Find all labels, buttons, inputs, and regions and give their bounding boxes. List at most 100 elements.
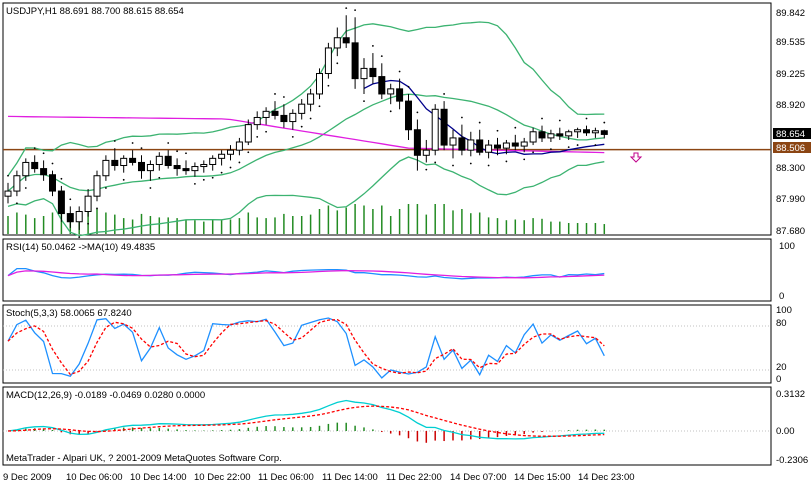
- candle: [556, 127, 564, 140]
- sar-dot: [158, 176, 161, 179]
- candle-body: [40, 168, 48, 176]
- sar-dot: [16, 202, 18, 205]
- candle-body: [565, 131, 573, 137]
- horizontal-line[interactable]: [3, 148, 771, 432]
- candle-body: [4, 190, 12, 197]
- candle-body: [244, 124, 252, 143]
- parabolic-sar: [7, 7, 606, 238]
- time-tick: 14 Dec 23:00: [578, 472, 635, 483]
- sar-dot: [167, 142, 170, 144]
- sar-dot: [434, 161, 437, 164]
- candle: [494, 137, 501, 156]
- sar-dot: [363, 100, 365, 103]
- sar-dot: [407, 85, 410, 88]
- sar-dot: [33, 147, 36, 150]
- price-tick: 87.680: [776, 226, 805, 237]
- sar-dot: [291, 135, 294, 138]
- candle-body: [57, 190, 65, 215]
- sar-dot: [176, 150, 179, 153]
- price-tick: 89.225: [776, 69, 805, 80]
- candle-body: [227, 149, 234, 155]
- candle: [280, 104, 288, 128]
- candle-body: [556, 133, 564, 137]
- candle: [440, 101, 448, 151]
- sar-dot: [194, 183, 196, 185]
- stoch-panel-title: Stoch(5,3,3) 58.0065 67.8240: [6, 308, 132, 319]
- sar-dot: [594, 144, 597, 146]
- price-tick: 88.920: [776, 100, 805, 111]
- candle-body: [235, 141, 243, 151]
- candle-body: [502, 142, 510, 149]
- candle: [431, 104, 439, 156]
- sar-dot: [87, 222, 89, 225]
- candle: [396, 78, 404, 110]
- time-tick: 10 Dec 14:00: [130, 472, 187, 483]
- time-tick: 10 Dec 22:00: [194, 472, 251, 483]
- candle-body: [22, 161, 30, 177]
- candle: [182, 160, 190, 175]
- candle-body: [84, 195, 92, 213]
- time-tick: 10 Dec 06:00: [66, 472, 123, 483]
- rsi-tick: 100: [779, 241, 795, 252]
- macd-panel-title: MACD(12,26,9) -0.0189 -0.0469 0.0280 0.0…: [6, 390, 205, 401]
- sar-dot: [461, 116, 463, 119]
- candle: [244, 119, 252, 146]
- candle-body: [289, 112, 297, 123]
- bollinger-bands: [7, 21, 605, 237]
- rsi-panel[interactable]: [2, 238, 772, 302]
- candle: [262, 107, 270, 125]
- bollinger-middle: [7, 93, 605, 192]
- candle-body: [316, 73, 323, 95]
- sar-dot: [318, 105, 321, 108]
- candle: [164, 150, 172, 169]
- sar-dot: [7, 174, 9, 177]
- up-arrow-icon[interactable]: [629, 152, 643, 163]
- candle-body: [333, 37, 341, 49]
- sar-dot: [238, 161, 241, 164]
- sar-dot: [523, 158, 526, 161]
- candle: [200, 160, 208, 173]
- candle: [485, 139, 493, 159]
- candle-body: [271, 110, 279, 116]
- hline-price-badge: [773, 142, 811, 153]
- sar-dot: [309, 117, 312, 120]
- candle-body: [298, 103, 306, 114]
- sar-dot: [469, 162, 472, 165]
- time-tick: 9 Dec 2009: [3, 472, 52, 483]
- candle-body: [431, 108, 439, 151]
- macd-signal-line: [7, 405, 605, 437]
- candle-body: [529, 131, 537, 143]
- sar-dot: [220, 171, 223, 174]
- sar-dot: [283, 96, 285, 98]
- sar-dot: [256, 135, 259, 138]
- candle-body: [75, 211, 83, 223]
- candle: [583, 125, 590, 136]
- candle: [538, 125, 546, 143]
- sar-dot: [389, 110, 392, 113]
- sar-dot: [354, 9, 356, 12]
- candle: [324, 42, 332, 79]
- candle-body: [218, 153, 226, 159]
- sar-dot: [558, 119, 561, 122]
- candle-body: [280, 114, 288, 123]
- candle: [138, 155, 145, 179]
- candle: [13, 170, 21, 197]
- candle: [49, 170, 56, 197]
- candle: [173, 158, 181, 176]
- candle-body: [440, 108, 448, 146]
- candle-body: [476, 139, 484, 153]
- sar-dot: [541, 117, 543, 120]
- candle: [351, 17, 359, 89]
- candle: [458, 124, 466, 156]
- candle: [218, 150, 226, 166]
- time-tick: 11 Dec 06:00: [258, 472, 314, 483]
- price-panel[interactable]: [2, 2, 772, 236]
- macd-lines: [7, 399, 606, 443]
- candle-body: [102, 159, 110, 177]
- sar-dot: [265, 130, 267, 133]
- hline-price-label: 88.506: [776, 143, 805, 154]
- sar-dot: [532, 151, 534, 154]
- candles: [4, 15, 608, 230]
- candle: [93, 170, 101, 202]
